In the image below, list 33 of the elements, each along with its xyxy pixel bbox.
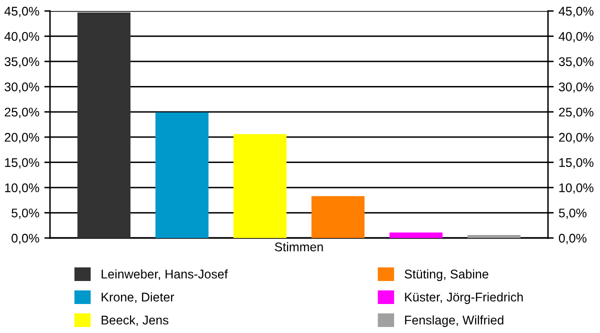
text: 30,0% [558,82,594,93]
y-tick-label: 40,0% [4,32,40,42]
text: 15,0% [559,158,594,168]
text: 10,0% [559,183,594,194]
legend-label: Leinweber, Hans-Josef [102,269,228,280]
legend-label: Beeck, Jens [102,315,168,326]
bar [155,112,208,238]
y-tick-label: 30,0% [4,82,40,93]
legend-label: Stüting, Sabine [404,269,488,282]
text: 5,0% [558,208,586,219]
y-tick-label: 45,0% [4,6,40,18]
x-tick-label: Stimmen [274,242,323,252]
y-tick-label: 5,0% [12,208,40,219]
y-tick-label: 35,0% [4,57,40,68]
bar [390,232,443,238]
bar [233,134,287,238]
legend-label: Fenslage, Wilfried [405,315,504,328]
bar [77,12,130,238]
text: 20,0% [559,132,594,144]
text: 25,0% [559,108,594,118]
y-tick-label: 10,0% [5,183,40,194]
text: 0,0% [558,234,586,244]
text: 40,0% [558,32,594,42]
bar [468,234,521,238]
y-tick-label: 25,0% [4,108,40,118]
text: 35,0% [558,57,594,68]
legend-label: Küster, Jörg-Friedrich [405,292,523,304]
y-tick-label: 0,0% [12,234,40,244]
bar [311,196,365,238]
text: 45,0% [558,6,594,18]
y-tick-label: 15,0% [5,158,40,168]
legend-label: Krone, Dieter [102,292,174,304]
y-tick-label: 20,0% [4,132,40,144]
